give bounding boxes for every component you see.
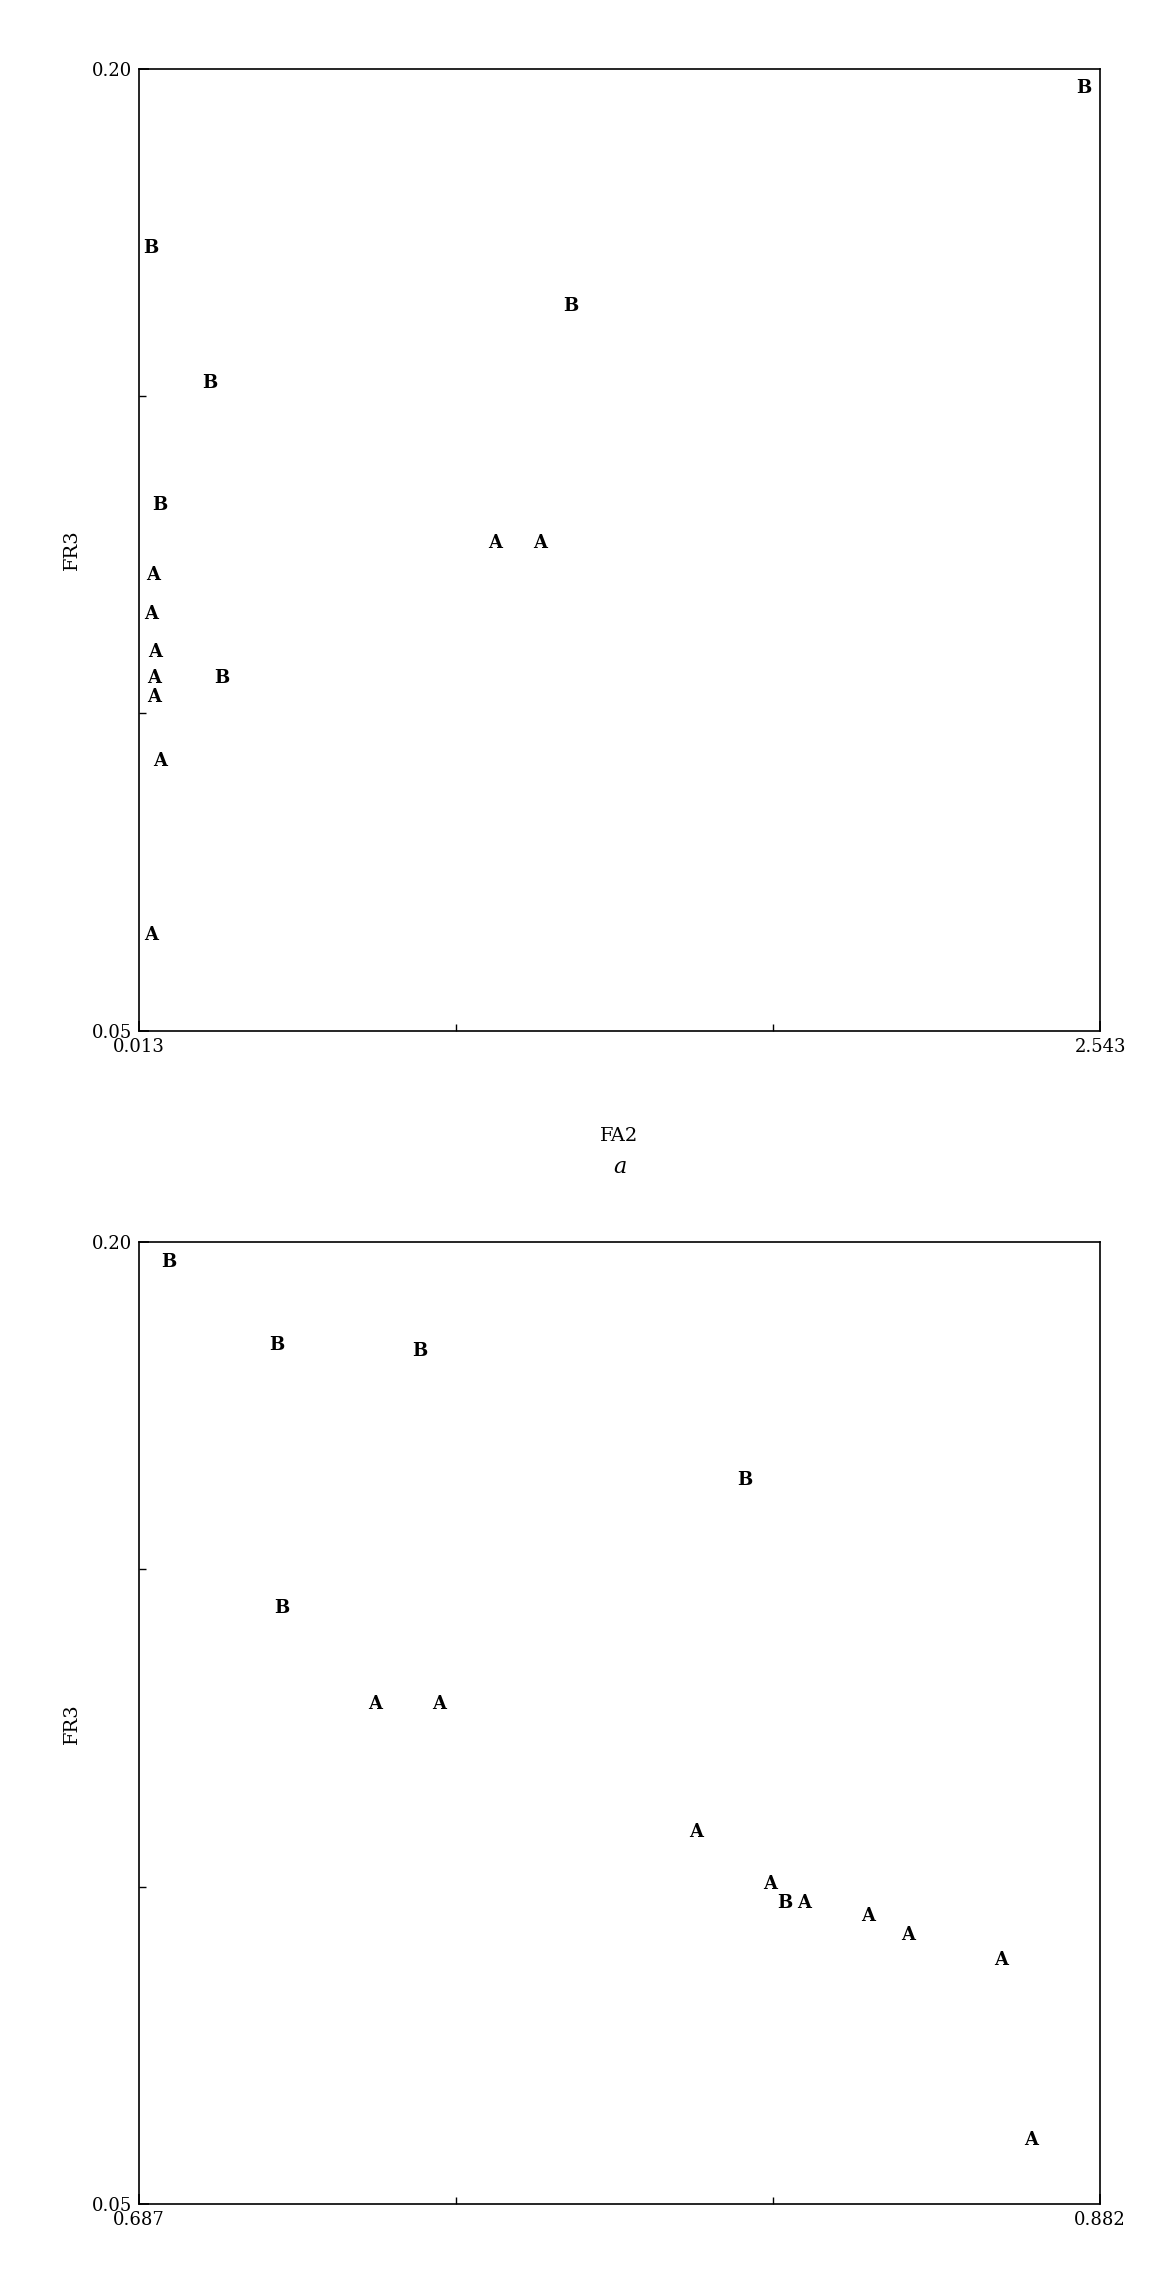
Text: A: A [147, 689, 161, 707]
Text: A: A [534, 535, 548, 553]
Text: A: A [148, 643, 162, 661]
Y-axis label: FR3: FR3 [63, 1704, 81, 1743]
Text: B: B [152, 496, 168, 514]
Text: A: A [144, 925, 159, 944]
Text: B: B [203, 374, 218, 393]
Text: A: A [763, 1874, 777, 1892]
Text: B: B [144, 239, 159, 257]
Text: A: A [862, 1906, 875, 1924]
Text: A: A [1024, 2131, 1038, 2149]
Text: B: B [161, 1254, 176, 1270]
Y-axis label: FR3: FR3 [63, 530, 81, 569]
Text: B: B [777, 1894, 792, 1913]
Text: FA2: FA2 [600, 1127, 639, 1146]
Text: A: A [368, 1694, 382, 1713]
Text: A: A [144, 604, 157, 622]
Text: A: A [798, 1894, 812, 1913]
Text: A: A [433, 1694, 447, 1713]
Text: A: A [901, 1926, 915, 1945]
Text: B: B [1076, 78, 1091, 96]
Text: a: a [613, 1155, 626, 1178]
Text: B: B [738, 1469, 753, 1488]
Text: A: A [995, 1952, 1009, 1970]
Text: A: A [689, 1823, 703, 1841]
Text: B: B [274, 1598, 290, 1616]
Text: B: B [412, 1343, 427, 1359]
Text: A: A [153, 753, 167, 771]
Text: B: B [563, 296, 579, 315]
Text: B: B [214, 668, 229, 687]
Text: A: A [488, 535, 501, 553]
Text: B: B [270, 1336, 285, 1355]
Text: A: A [147, 668, 161, 687]
Text: A: A [146, 567, 160, 585]
